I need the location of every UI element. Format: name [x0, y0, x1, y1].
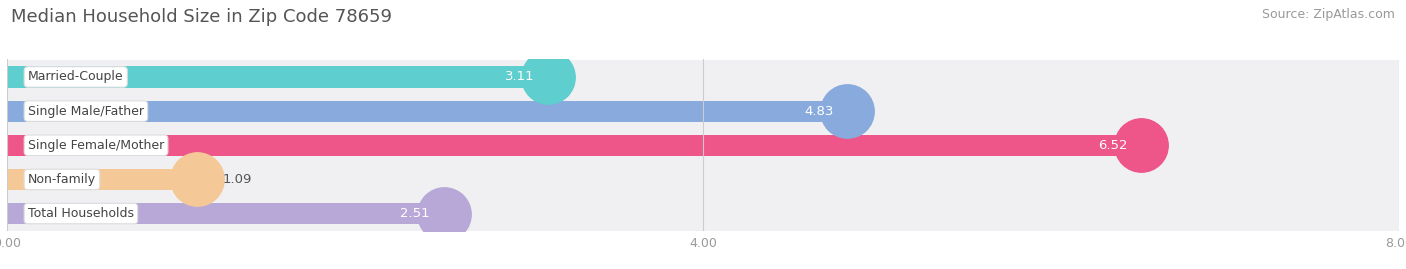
Text: 6.52: 6.52	[1098, 139, 1128, 152]
Text: 2.51: 2.51	[401, 207, 430, 220]
Text: Married-Couple: Married-Couple	[28, 70, 124, 83]
Text: Single Female/Mother: Single Female/Mother	[28, 139, 165, 152]
Text: Total Households: Total Households	[28, 207, 134, 220]
Text: Median Household Size in Zip Code 78659: Median Household Size in Zip Code 78659	[11, 8, 392, 26]
Bar	[7, 128, 1399, 162]
Bar	[7, 94, 1399, 128]
Text: 4.83: 4.83	[804, 105, 834, 118]
Bar	[7, 135, 1142, 156]
Text: 3.11: 3.11	[505, 70, 534, 83]
Bar	[7, 101, 848, 122]
Text: Source: ZipAtlas.com: Source: ZipAtlas.com	[1261, 8, 1395, 21]
Bar	[7, 162, 1399, 196]
Bar	[7, 169, 197, 190]
Bar	[7, 60, 1399, 94]
Bar	[7, 66, 548, 87]
Text: 1.09: 1.09	[222, 173, 252, 186]
Bar	[7, 203, 444, 224]
Text: Single Male/Father: Single Male/Father	[28, 105, 143, 118]
Bar	[7, 196, 1399, 231]
Text: Non-family: Non-family	[28, 173, 96, 186]
